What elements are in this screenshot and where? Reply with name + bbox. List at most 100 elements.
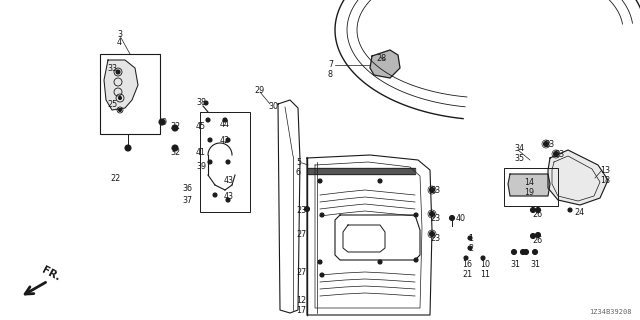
- Polygon shape: [508, 174, 550, 196]
- Text: 22: 22: [110, 174, 120, 183]
- Text: 1Z34B39208: 1Z34B39208: [589, 309, 632, 315]
- Circle shape: [414, 213, 418, 217]
- Text: 13: 13: [600, 166, 610, 175]
- Circle shape: [468, 246, 472, 250]
- Text: 29: 29: [254, 86, 264, 95]
- Text: 8: 8: [328, 70, 333, 79]
- Text: 33: 33: [107, 64, 117, 73]
- Circle shape: [172, 125, 178, 131]
- Bar: [100, 54, 160, 134]
- Text: 23: 23: [544, 140, 554, 149]
- Circle shape: [378, 260, 382, 264]
- Text: 23: 23: [554, 150, 564, 159]
- Circle shape: [223, 118, 227, 122]
- Text: 24: 24: [574, 208, 584, 217]
- Text: 4: 4: [117, 38, 122, 47]
- Polygon shape: [370, 50, 400, 78]
- Text: 1: 1: [468, 234, 473, 243]
- Circle shape: [226, 160, 230, 164]
- Circle shape: [172, 145, 178, 151]
- Text: 19: 19: [524, 188, 534, 197]
- Text: 6: 6: [296, 168, 301, 177]
- Text: 11: 11: [480, 270, 490, 279]
- Text: 28: 28: [376, 54, 386, 63]
- Text: 12: 12: [296, 296, 306, 305]
- Polygon shape: [104, 60, 138, 110]
- Circle shape: [226, 138, 230, 142]
- Text: 27: 27: [296, 268, 307, 277]
- Circle shape: [536, 233, 541, 237]
- Text: 39: 39: [196, 162, 206, 171]
- Text: 40: 40: [456, 214, 466, 223]
- Text: 42: 42: [220, 136, 230, 145]
- Circle shape: [532, 250, 538, 254]
- Circle shape: [543, 141, 548, 147]
- Circle shape: [320, 273, 324, 277]
- Text: 17: 17: [296, 306, 306, 315]
- Text: 23: 23: [430, 234, 440, 243]
- Text: 31: 31: [530, 260, 540, 269]
- Text: 44: 44: [220, 120, 230, 129]
- Circle shape: [554, 151, 559, 156]
- Circle shape: [204, 101, 208, 105]
- Text: 10: 10: [480, 260, 490, 269]
- Circle shape: [464, 256, 468, 260]
- Text: 18: 18: [600, 176, 610, 185]
- Text: 5: 5: [296, 158, 301, 167]
- Circle shape: [468, 236, 472, 240]
- Circle shape: [305, 206, 310, 212]
- Circle shape: [568, 208, 572, 212]
- Text: 34: 34: [514, 144, 524, 153]
- Text: 36: 36: [182, 184, 192, 193]
- Circle shape: [531, 234, 536, 238]
- Text: 45: 45: [196, 122, 206, 131]
- Text: 32: 32: [170, 122, 180, 131]
- Text: 14: 14: [524, 178, 534, 187]
- Text: 31: 31: [510, 260, 520, 269]
- Circle shape: [520, 250, 525, 254]
- Circle shape: [318, 179, 322, 183]
- Circle shape: [449, 215, 454, 220]
- Text: 7: 7: [328, 60, 333, 69]
- Circle shape: [429, 231, 435, 236]
- Text: 23: 23: [430, 214, 440, 223]
- Bar: [200, 112, 250, 212]
- Circle shape: [118, 97, 122, 100]
- Circle shape: [378, 179, 382, 183]
- Bar: [504, 168, 558, 206]
- Text: 26: 26: [532, 236, 542, 245]
- Text: 25: 25: [107, 100, 117, 109]
- Text: 23: 23: [296, 206, 306, 215]
- Text: 16: 16: [462, 260, 472, 269]
- Text: 3: 3: [117, 30, 122, 39]
- Text: 27: 27: [296, 230, 307, 239]
- Text: 37: 37: [182, 196, 192, 205]
- Text: 41: 41: [196, 148, 206, 157]
- Text: 43: 43: [224, 176, 234, 185]
- Circle shape: [318, 260, 322, 264]
- Text: 2: 2: [468, 244, 473, 253]
- Circle shape: [481, 256, 485, 260]
- Text: 35: 35: [514, 154, 524, 163]
- Circle shape: [414, 258, 418, 262]
- Circle shape: [531, 207, 536, 212]
- Text: 26: 26: [532, 210, 542, 219]
- Text: 30: 30: [268, 102, 278, 111]
- Polygon shape: [548, 150, 608, 205]
- Circle shape: [125, 145, 131, 151]
- Circle shape: [213, 193, 217, 197]
- Text: FR.: FR.: [40, 265, 62, 283]
- Circle shape: [226, 198, 230, 202]
- Text: 32: 32: [170, 148, 180, 157]
- Circle shape: [116, 70, 120, 74]
- Circle shape: [524, 250, 529, 254]
- Text: 21: 21: [462, 270, 472, 279]
- Circle shape: [536, 207, 541, 212]
- Circle shape: [208, 160, 212, 164]
- Text: 43: 43: [224, 192, 234, 201]
- Circle shape: [118, 108, 122, 111]
- Circle shape: [208, 138, 212, 142]
- Text: 38: 38: [196, 98, 206, 107]
- Text: 9: 9: [162, 118, 167, 127]
- Circle shape: [320, 213, 324, 217]
